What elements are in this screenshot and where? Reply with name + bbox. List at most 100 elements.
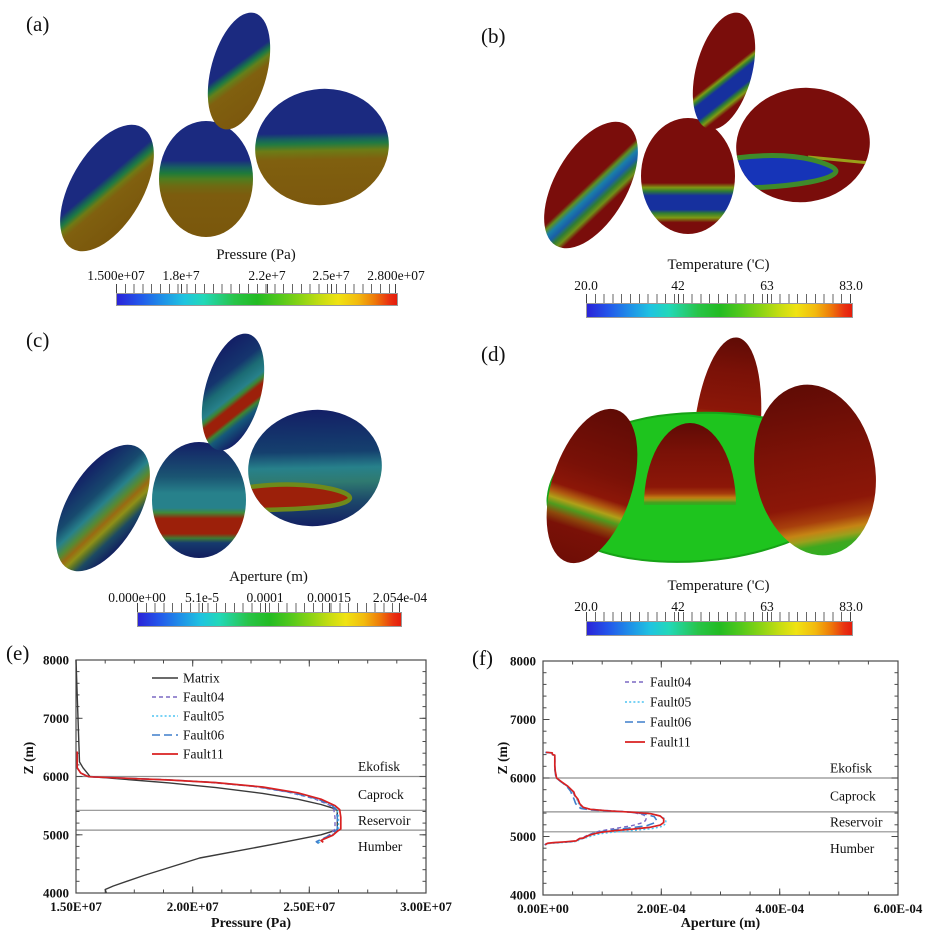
layer-label: Caprock (830, 789, 876, 804)
fault-plane-ellipse (207, 12, 271, 130)
panel-a: (a) Pressure (Pa) (0, 0, 468, 320)
panel-b: (b) Temperature (468, 0, 936, 320)
panel-d: (d) Temperature ('C) 20.0 42 (468, 320, 936, 640)
colorbar-tick-label: 1.8e+7 (162, 268, 200, 283)
y-tick-label: 7000 (43, 711, 69, 726)
fault-plane-ellipse (255, 88, 389, 206)
layer-label: Caprock (358, 787, 404, 802)
legend-label: Fault06 (183, 728, 225, 743)
colorbar-minor-ticks (116, 284, 396, 293)
colorbar-minor-ticks (586, 294, 851, 303)
legend-label: Fault11 (650, 735, 691, 750)
aperture-chart-panel: 0.00E+00 2.00E-04 4.00E-04 6.00E-04 4000 5000… (468, 640, 936, 937)
panel-letter-a: (a) (26, 12, 50, 36)
colorbar-tick-labels: 20.0 42 63 83.0 (468, 278, 936, 294)
series-Fault11 (76, 751, 342, 843)
y-tick-label: 6000 (43, 769, 69, 784)
colorbar-tick-label: 2.054e-04 (372, 590, 428, 605)
pressure-depth-profile-chart: 1.50E+07 2.00E+07 2.50E+07 3.00E+07 4000 5000… (21, 653, 452, 932)
y-tick-label: 8000 (43, 653, 69, 668)
y-tick-label: 4000 (510, 888, 536, 903)
colorbar-title: Temperature ('C) (667, 578, 770, 594)
fault-plane-ellipse (248, 409, 382, 527)
panel-letter-d: (d) (481, 342, 506, 366)
colorbar-gradient-bar (586, 303, 853, 318)
fault-plane-ellipse (692, 12, 756, 130)
colorbar-tick-label: 5.1e-5 (184, 590, 220, 605)
temperature-plume-band (731, 153, 871, 191)
fault-plane-ellipse (201, 333, 265, 451)
colorbar-tick-label: 2.5e+7 (312, 268, 350, 283)
x-tick-label: 2.00E-04 (637, 901, 686, 916)
series-Fault05 (76, 751, 340, 844)
fault-plane-ellipse (736, 87, 870, 203)
legend-label: Matrix (183, 671, 220, 686)
series-Matrix (75, 659, 338, 894)
legend-label: Fault04 (650, 675, 692, 690)
colorbar-tick-label: 20.0 (574, 278, 598, 293)
panel-letter-b: (b) (481, 24, 506, 48)
x-axis-title: Pressure (Pa) (211, 916, 291, 931)
colorbar-tick-label: 83.0 (839, 599, 863, 614)
fault-plane-ellipse (60, 124, 154, 252)
panel-letter-f: (f) (472, 646, 493, 670)
colorbar-tick-label: 42 (671, 278, 685, 293)
colorbar-tick-label: 63 (760, 278, 774, 293)
layer-label: Reservoir (358, 813, 411, 828)
y-tick-label: 5000 (510, 829, 536, 844)
colorbar-tick-label: 83.0 (839, 278, 863, 293)
legend-label: Fault04 (183, 690, 225, 705)
legend-label: Fault11 (183, 747, 224, 762)
series-Fault11 (544, 751, 665, 846)
colorbar-minor-ticks (586, 612, 851, 621)
temperature-isosurface-3d-view (546, 337, 876, 564)
x-tick-label: 3.00E+07 (400, 899, 452, 914)
x-tick-label: 0.00E+00 (517, 901, 569, 916)
x-tick-label: 2.00E+07 (167, 899, 219, 914)
aperture-band (245, 482, 353, 513)
layer-label: Ekofisk (358, 759, 400, 774)
layer-label: Humber (358, 839, 403, 854)
colorbar-tick-label: 1.500e+07 (87, 268, 145, 283)
panel-letter-e: (e) (6, 641, 30, 665)
colorbar-title: Aperture (m) (229, 569, 308, 585)
colorbar-tick-labels: 1.500e+07 1.8e+7 2.2e+7 2.5e+7 2.800e+07 (0, 268, 468, 284)
legend-label: Fault05 (650, 695, 692, 710)
y-tick-label: 4000 (43, 886, 69, 901)
colorbar-tick-label: 2.2e+7 (248, 268, 286, 283)
x-axis-title: Aperture (m) (681, 916, 761, 931)
colorbar-tick-label: 0.0001 (246, 590, 284, 605)
colorbar-minor-ticks (137, 603, 400, 612)
y-tick-label: 8000 (510, 654, 536, 669)
fault-dome-left (546, 408, 638, 564)
colorbar-tick-label: 63 (760, 599, 774, 614)
fault-plane-ellipse (159, 121, 253, 237)
layer-label: Reservoir (830, 815, 883, 830)
y-axis-title: Z (m) (21, 742, 36, 775)
colorbar-tick-label: 0.00015 (307, 590, 351, 605)
temperature-fault-planes-view (544, 12, 871, 249)
colorbar-tick-label: 42 (671, 599, 685, 614)
aperture-depth-profile-chart: 0.00E+00 2.00E-04 4.00E-04 6.00E-04 4000 5000… (495, 654, 923, 932)
fault-plane-ellipse (544, 121, 638, 249)
legend-label: Fault06 (650, 715, 692, 730)
pressure-chart-panel: 1.50E+07 2.00E+07 2.50E+07 3.00E+07 4000 5000… (0, 640, 468, 937)
colorbar-gradient-bar (586, 621, 853, 636)
x-tick-label: 4.00E-04 (755, 901, 804, 916)
pressure-fault-planes-view (60, 12, 389, 252)
x-tick-label: 6.00E-04 (874, 901, 923, 916)
colorbar-tick-label: 2.800e+07 (367, 268, 425, 283)
aperture-fault-planes-view (56, 333, 382, 572)
y-tick-label: 5000 (43, 827, 69, 842)
colorbar-title: Pressure (Pa) (216, 247, 296, 263)
fault-plane-ellipse (56, 444, 150, 572)
x-tick-label: 2.50E+07 (283, 899, 335, 914)
fault-plane-ellipse (152, 442, 246, 558)
series-Fault04 (76, 751, 336, 843)
colorbar-tick-labels: 20.0 42 63 83.0 (468, 599, 936, 615)
colorbar-tick-labels: 0.000e+00 5.1e-5 0.0001 0.00015 2.054e-0… (0, 590, 468, 606)
legend-label: Fault05 (183, 709, 225, 724)
fault-dome-middle (644, 423, 736, 505)
y-axis-title: Z (m) (495, 742, 510, 775)
